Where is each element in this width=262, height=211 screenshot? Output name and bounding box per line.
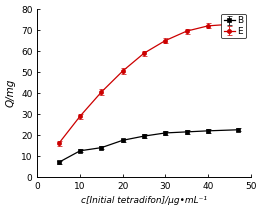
- X-axis label: c[Initial tetradifon]/μg•mL⁻¹: c[Initial tetradifon]/μg•mL⁻¹: [81, 196, 207, 206]
- Y-axis label: Q/mg: Q/mg: [6, 79, 15, 107]
- Legend: B, E: B, E: [221, 14, 246, 38]
